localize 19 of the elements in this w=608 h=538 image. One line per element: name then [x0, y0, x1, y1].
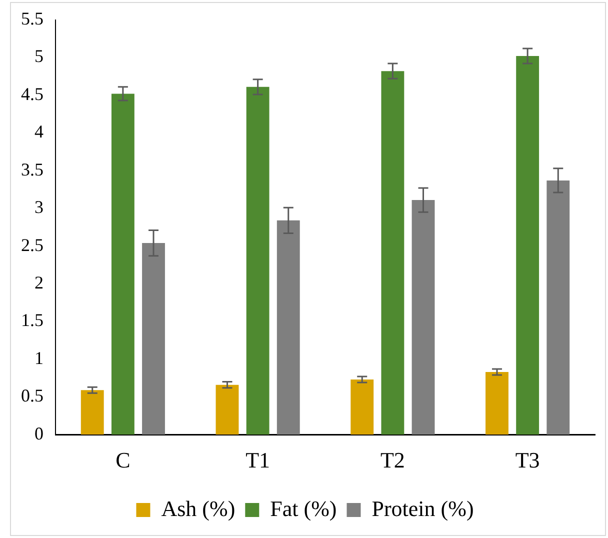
y-tick-label: 1.5: [21, 310, 44, 330]
y-tick-label: 4.5: [21, 84, 44, 104]
y-tick-label: 0.5: [21, 386, 44, 406]
x-tick-label: T1: [246, 448, 270, 473]
x-tick-label: T2: [380, 448, 405, 473]
x-tick-label: C: [116, 448, 130, 473]
y-tick-label: 2.5: [21, 234, 44, 255]
y-tick-label: 5.5: [21, 8, 44, 29]
legend-label: Fat (%): [270, 496, 337, 521]
y-tick-label: 5: [34, 46, 44, 66]
legend-label: Ash (%): [161, 496, 236, 521]
x-tick-label: T3: [515, 448, 540, 473]
y-tick-label: 4: [34, 122, 44, 142]
y-tick-label: 1: [34, 348, 44, 368]
y-tick-label: 3: [34, 197, 44, 218]
y-tick-label: 2: [34, 272, 44, 292]
legend-label: Protein (%): [372, 496, 474, 521]
y-tick-label: 0: [34, 423, 44, 444]
y-tick-label: 3.5: [21, 159, 44, 180]
